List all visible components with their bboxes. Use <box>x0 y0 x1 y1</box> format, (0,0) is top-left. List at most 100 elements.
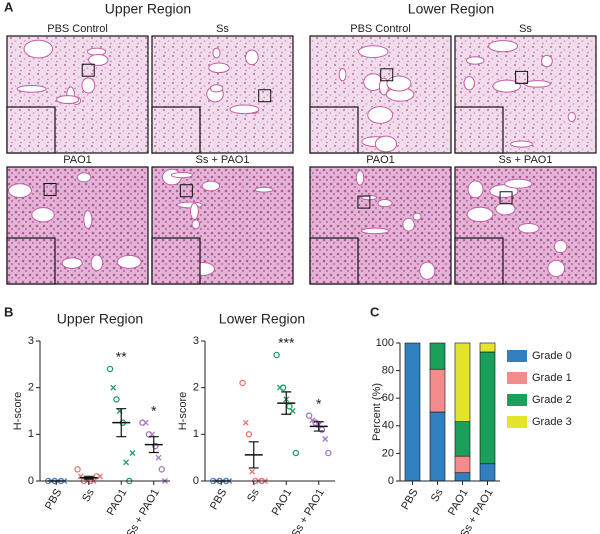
data-point <box>129 450 136 456</box>
data-point <box>245 431 253 438</box>
inset <box>454 106 504 154</box>
airway <box>76 172 92 183</box>
bar-segment <box>454 342 471 422</box>
data-point <box>142 419 149 426</box>
y-tick-label: 3 <box>193 335 199 347</box>
panel-label: B <box>4 304 13 319</box>
image-label: PBS Control <box>47 23 108 35</box>
airway <box>208 62 230 74</box>
frame <box>6 35 149 154</box>
airway <box>229 104 260 115</box>
frame <box>454 35 597 154</box>
inset <box>309 106 359 154</box>
airway <box>189 202 199 220</box>
data-point <box>322 436 329 442</box>
x-tick-label: Ss + PAO1 <box>125 487 162 534</box>
histology-image <box>151 35 294 154</box>
data-point <box>239 379 246 387</box>
x-tick-label: Ss <box>429 487 446 505</box>
histology-image <box>309 35 452 154</box>
zoom-box <box>380 68 394 82</box>
data-point <box>152 442 159 450</box>
histology-image <box>6 166 149 285</box>
data-point <box>74 466 81 473</box>
inset <box>6 237 56 285</box>
airway <box>338 68 347 82</box>
legend-label: Grade 1 <box>532 372 572 384</box>
inset <box>6 106 56 154</box>
zoom-box <box>258 89 272 103</box>
data-point <box>158 466 165 473</box>
error-bar <box>248 441 259 469</box>
frame <box>151 166 294 285</box>
data-point <box>106 365 114 373</box>
airway <box>567 111 576 122</box>
zoom-box <box>179 184 193 198</box>
airway <box>553 239 568 254</box>
airway <box>377 199 393 208</box>
airway <box>245 49 259 66</box>
histology-image <box>454 166 597 285</box>
frame <box>309 35 452 154</box>
chart-title: Upper Region <box>57 311 143 327</box>
y-tick-label: 0 <box>388 475 394 487</box>
error-bar <box>116 408 127 438</box>
airway <box>176 201 203 209</box>
error-bar <box>148 436 159 454</box>
data-point <box>279 384 287 391</box>
airway <box>504 178 533 189</box>
airway <box>56 95 80 105</box>
zoom-box <box>81 63 95 77</box>
image-label: Ss <box>216 23 229 35</box>
airway <box>412 212 422 221</box>
y-tick-label: 3 <box>28 335 34 347</box>
airway <box>358 45 389 59</box>
legend-label: Grade 2 <box>532 394 572 406</box>
data-point <box>273 351 280 359</box>
region-title: Upper Region <box>105 1 191 17</box>
image-label: PAO1 <box>366 154 395 166</box>
significance: * <box>151 402 157 418</box>
y-axis-label: H-score <box>177 392 189 431</box>
data-point <box>289 408 296 414</box>
y-tick-label: 2 <box>28 382 34 394</box>
airway <box>360 227 390 235</box>
airway <box>16 85 47 93</box>
x-tick-label: Ss + PAO1 <box>290 487 327 534</box>
image-label: Ss + PAO1 <box>499 154 553 166</box>
data-point <box>113 396 120 403</box>
bar-segment <box>479 342 496 353</box>
y-tick-label: 60 <box>382 392 394 404</box>
x-tick-label: PAO1 <box>105 487 130 518</box>
y-tick-label: 0 <box>193 475 199 487</box>
chart-title: Lower Region <box>219 311 305 327</box>
airway <box>402 217 415 232</box>
inset <box>151 237 201 285</box>
data-point <box>149 431 156 438</box>
airway <box>81 77 96 94</box>
histology-image <box>6 35 149 154</box>
image-label: Ss <box>519 23 532 35</box>
bar-segment <box>454 421 471 457</box>
y-tick-label: 0 <box>28 475 34 487</box>
y-tick-label: 1 <box>28 428 34 440</box>
legend-swatch <box>507 350 527 362</box>
bar-segment <box>404 342 421 482</box>
data-point <box>96 473 103 480</box>
airway <box>492 79 521 93</box>
histology-image <box>151 166 294 285</box>
airway <box>374 135 398 153</box>
y-tick-label: 80 <box>382 365 394 377</box>
airway <box>541 54 553 68</box>
data-point <box>325 449 332 457</box>
airway <box>116 254 142 269</box>
bar-segment <box>429 368 446 413</box>
data-point <box>305 412 313 419</box>
y-axis-label: Percent (%) <box>371 383 383 441</box>
bar-segment <box>454 455 471 474</box>
zoom-box <box>499 191 513 205</box>
bar-segment <box>479 351 496 465</box>
error-bar <box>83 475 94 480</box>
data-point <box>292 449 300 457</box>
